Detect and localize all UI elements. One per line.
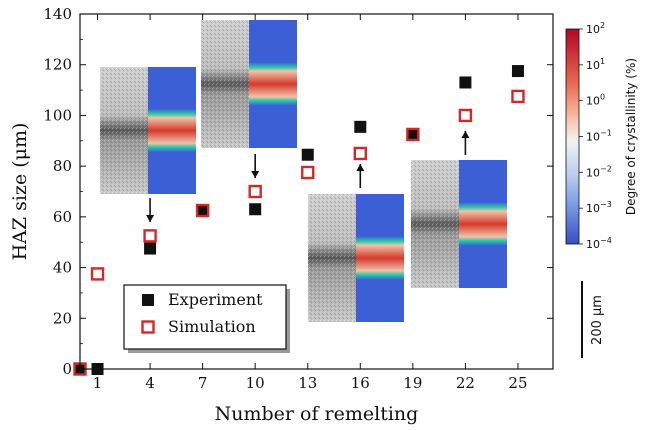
data-points [73,65,525,376]
colorbar-tick-label: 102 [586,21,605,36]
y-tick-label: 20 [53,309,72,327]
arrow-head [146,215,155,222]
simulation-point [458,108,473,123]
simulation-point [248,184,262,199]
simulation-point [143,229,157,243]
y-axis-label: HAZ size (μm) [9,123,31,261]
scale-bar: 200 μm [581,281,605,358]
simulation-point [406,127,420,142]
simulation-point [511,89,525,104]
colorbar-tick-label: 10−3 [586,200,612,215]
simulation-field [249,20,297,148]
experiment-point [406,128,419,141]
arrow-head [356,164,365,171]
x-tick-label: 25 [508,374,527,392]
y-tick-label: 100 [43,106,72,124]
legend-marker-simulation [141,320,155,334]
experiment-point [196,204,209,217]
plot-axes: 1 4 7 10 13 16 19 22 25 0 20 40 60 80 100 120 140 Number … [9,5,554,425]
experiment-point [511,65,524,78]
x-tick-label: 1 [93,374,103,392]
x-tick-label: 16 [351,374,370,392]
micrograph-inset [411,131,507,288]
colorbar-tick-label: 10−4 [586,236,612,251]
colorbar-gradient [565,28,580,245]
y-tick-label: 40 [53,259,72,277]
legend-label: Simulation [168,317,256,336]
x-tick-label: 19 [403,374,422,392]
x-tick-label: 10 [246,374,265,392]
simulation-point [90,267,105,281]
y-tick-label: 0 [62,360,72,378]
x-tick-label: 4 [145,374,155,392]
micrograph-inset [100,67,196,222]
colorbar-tick-label: 10−1 [586,129,612,144]
micrograph-inset [308,164,404,322]
simulation-point [301,165,315,180]
x-tick-label: 22 [456,374,475,392]
simulation-field [148,67,196,194]
experiment-point [354,120,367,133]
experiment-point [459,76,472,89]
legend-marker-experiment [142,294,154,306]
micrograph-inset [201,20,297,178]
legend: Experiment Simulation [123,284,290,353]
y-tick-label: 60 [53,208,72,226]
simulation-point [353,146,367,161]
colorbar-tick-label: 10−2 [586,164,612,179]
arrow-head [461,131,470,138]
x-axis-label: Number of remelting [215,403,419,425]
x-tick-label: 13 [298,374,317,392]
simulation-field [459,160,507,288]
scale-bar-label: 200 μm [590,295,605,345]
x-tick-label: 7 [198,374,208,392]
colorbar-tick-label: 100 [586,93,605,108]
colorbar: 102 101 100 10−1 10−2 10−3 10−4 Degree of cryst… [565,21,638,251]
legend-label: Experiment [168,290,263,309]
simulation-point [195,203,210,218]
micrograph-insets [100,20,507,322]
arrow-head [251,171,260,178]
experiment-point [249,203,262,216]
simulation-field [356,194,404,322]
y-tick-label: 80 [53,157,72,175]
y-tick-label: 120 [43,56,72,74]
experiment-point [301,148,314,161]
y-tick-label: 140 [43,5,72,23]
colorbar-label: Degree of crystallinity (%) [624,58,638,215]
experiment-point [144,242,157,255]
colorbar-tick-label: 101 [586,57,605,72]
